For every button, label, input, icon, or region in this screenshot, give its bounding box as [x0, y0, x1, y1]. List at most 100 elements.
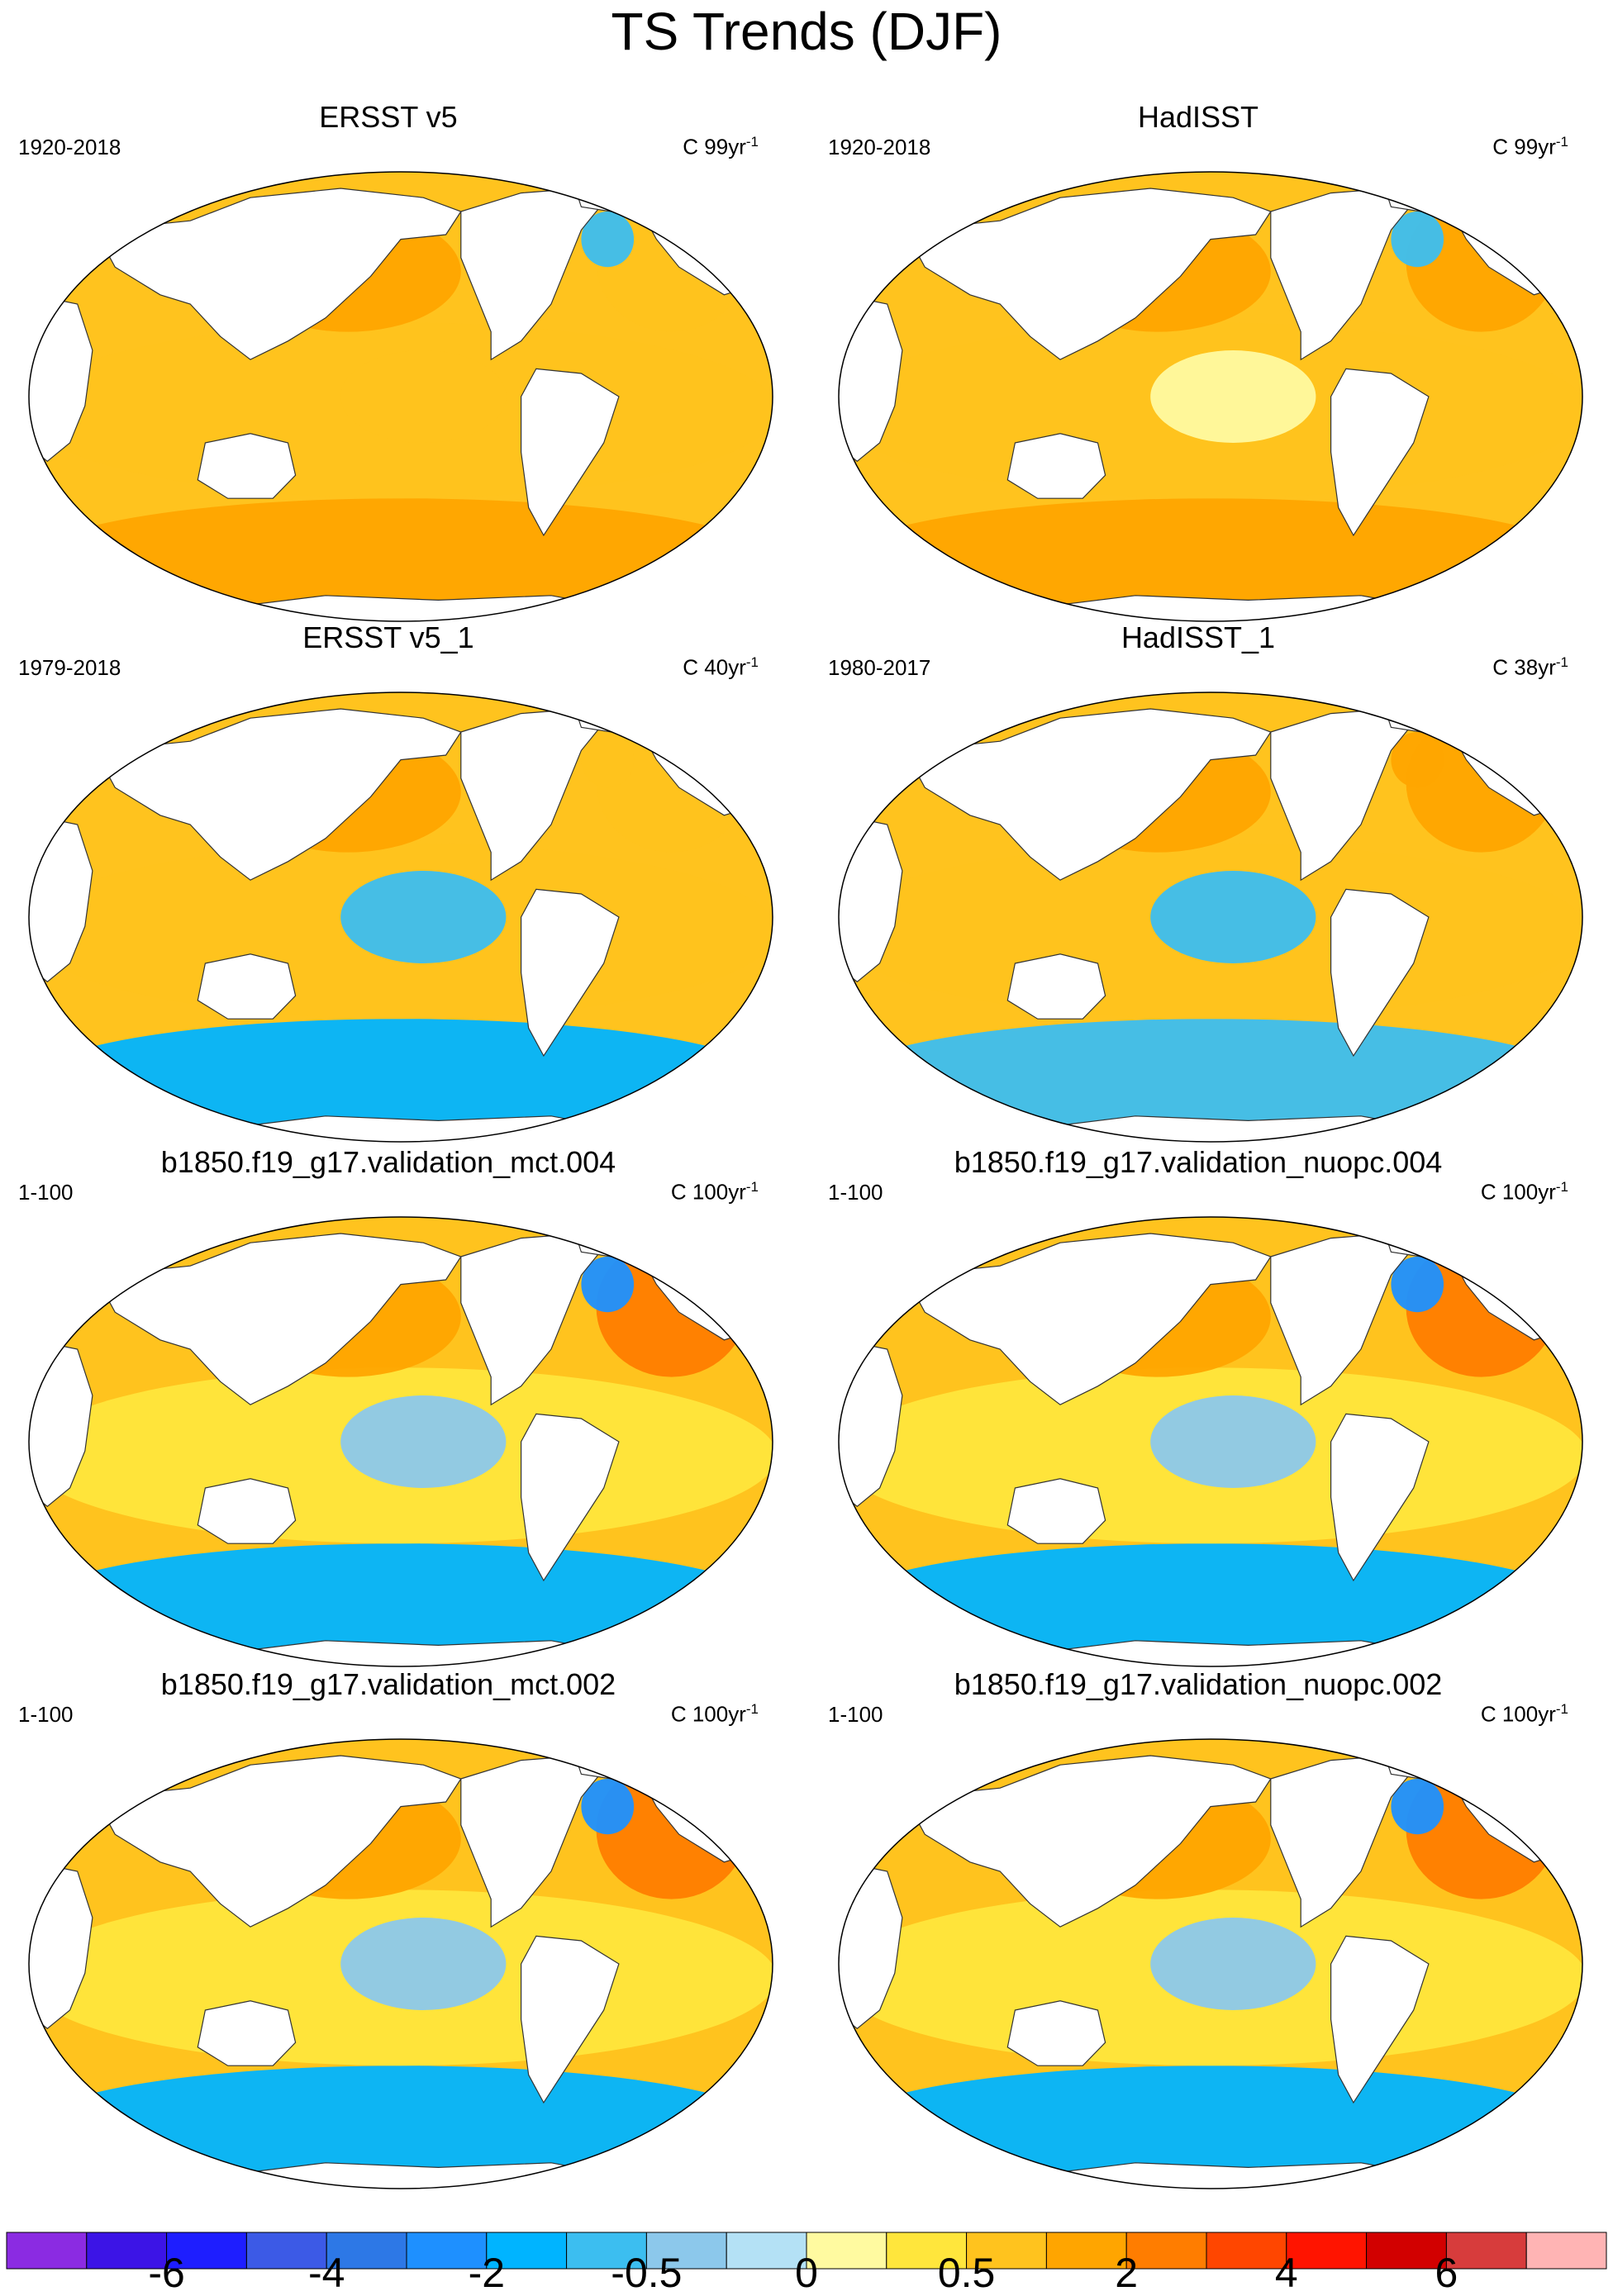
- panel-units: C 100yr-1: [671, 1696, 759, 1728]
- landmass-australia: [1006, 953, 1106, 1020]
- map-border: [28, 1738, 773, 2189]
- panel-title: b1850.f19_g17.validation_mct.004: [160, 1145, 616, 1179]
- panel-period: 1-100: [828, 1180, 883, 1205]
- panel-period: 1-100: [828, 1702, 883, 1727]
- panel-units-base: C 99yr: [683, 134, 746, 159]
- panel-units-base: C 100yr: [670, 1701, 746, 1727]
- landmass-greenland: [1382, 178, 1453, 212]
- panel-units: C 100yr-1: [1481, 1696, 1568, 1728]
- landmass-samerica: [520, 1413, 620, 1582]
- panel-units: C 40yr-1: [683, 649, 759, 681]
- panel-title: ERSST v5: [319, 100, 458, 134]
- panel-units-base: C 100yr: [670, 1179, 746, 1205]
- colorbar-box: [1366, 2232, 1447, 2270]
- trend-region-east-pacific: [340, 1395, 507, 1488]
- panel-units-exponent: -1: [745, 134, 759, 150]
- colorbar-box: [1525, 2232, 1607, 2270]
- colorbar-tick-label: 4: [1274, 2250, 1298, 2296]
- panel-period: 1920-2018: [828, 135, 931, 159]
- map-border: [838, 171, 1583, 622]
- trend-map: [28, 171, 773, 622]
- trend-region-east-pacific: [1150, 1395, 1316, 1488]
- colorbar-box: [645, 2232, 727, 2270]
- panel-period: 1979-2018: [18, 655, 121, 680]
- trend-map: [28, 1738, 773, 2189]
- trend-region-gulf-stream: [1391, 732, 1444, 788]
- landmass-australia: [197, 953, 297, 1020]
- landmass-greenland: [1382, 1746, 1453, 1780]
- landmass-asia: [99, 708, 462, 881]
- panel-period: 1-100: [18, 1180, 74, 1205]
- trend-map: [838, 692, 1583, 1143]
- trend-region-east-pacific: [1150, 1918, 1316, 2010]
- landmass-australia: [1006, 2000, 1106, 2066]
- panel-period: 1920-2018: [18, 135, 121, 159]
- panel-units-base: C 100yr: [1480, 1701, 1556, 1727]
- landmass-samerica: [1330, 888, 1430, 1058]
- main-title: TS Trends (DJF): [611, 2, 1002, 61]
- landmass-asia: [99, 1755, 462, 1928]
- colorbar-box: [245, 2232, 327, 2270]
- colorbar-box: [966, 2232, 1047, 2270]
- trend-region-east-pacific: [340, 871, 507, 963]
- landmass-australia: [197, 433, 297, 499]
- panel-units: C 38yr-1: [1492, 649, 1568, 681]
- trend-region-east-pacific: [340, 1918, 507, 2010]
- panel-period: 1980-2017: [828, 655, 931, 680]
- trend-region-east-pacific: [1150, 350, 1316, 443]
- panel-units-base: C 100yr: [1480, 1179, 1556, 1205]
- trend-region-gulf-stream: [581, 1257, 635, 1313]
- map-panel: ERSST v5_1 1979-2018 C 40yr-1: [0, 620, 777, 1143]
- panel-units-exponent: -1: [745, 1701, 759, 1717]
- colorbar-box: [1045, 2232, 1127, 2270]
- landmass-australia: [1006, 1478, 1106, 1544]
- colorbar-tick-label: -6: [148, 2250, 185, 2296]
- panel-units-exponent: -1: [1555, 654, 1568, 670]
- colorbar-tick-label: 2: [1115, 2250, 1139, 2296]
- landmass-samerica: [520, 1935, 620, 2104]
- panel-units-exponent: -1: [1555, 1701, 1568, 1717]
- map-border: [838, 1738, 1583, 2189]
- landmass-samerica: [1330, 1413, 1430, 1582]
- map-panel: ERSST v5 1920-2018 C 99yr-1: [0, 99, 777, 622]
- panel-units: C 99yr-1: [683, 129, 759, 160]
- colorbar-tick-label: -4: [307, 2250, 345, 2296]
- landmass-samerica: [1330, 1935, 1430, 2104]
- trend-map: [838, 1216, 1583, 1667]
- colorbar-box: [886, 2232, 968, 2270]
- landmass-australia: [197, 1478, 297, 1544]
- panel-title: b1850.f19_g17.validation_nuopc.004: [954, 1145, 1443, 1179]
- map-border: [838, 692, 1583, 1143]
- landmass-greenland: [573, 1224, 643, 1257]
- trend-region-gulf-stream: [1391, 212, 1444, 268]
- panel-units-exponent: -1: [1555, 1179, 1568, 1195]
- colorbar-tick-label: -0.5: [611, 2250, 683, 2296]
- landmass-asia: [909, 1233, 1272, 1405]
- trend-region-gulf-stream: [1391, 1257, 1444, 1313]
- landmass-australia: [197, 2000, 297, 2066]
- landmass-asia: [909, 188, 1272, 360]
- colorbar-box: [326, 2232, 407, 2270]
- panel-title: ERSST v5_1: [302, 620, 474, 654]
- colorbar-tick-label: 6: [1435, 2250, 1458, 2296]
- panel-units-exponent: -1: [745, 1179, 759, 1195]
- panel-units: C 99yr-1: [1492, 129, 1568, 160]
- colorbar-box: [1206, 2232, 1287, 2270]
- map-panel: b1850.f19_g17.validation_nuopc.004 1-100 C…: [810, 1144, 1587, 1667]
- panel-units-exponent: -1: [745, 654, 759, 670]
- panel-units-base: C 38yr: [1492, 654, 1556, 680]
- trend-region-east-pacific: [340, 350, 507, 443]
- landmass-samerica: [520, 888, 620, 1058]
- colorbar-box: [86, 2232, 168, 2270]
- landmass-asia: [909, 1755, 1272, 1928]
- colorbar-box: [1445, 2232, 1527, 2270]
- colorbar-tick-label: 0: [795, 2250, 818, 2296]
- panel-units-exponent: -1: [1555, 134, 1568, 150]
- landmass-greenland: [573, 699, 643, 733]
- landmass-greenland: [573, 1746, 643, 1780]
- colorbar-box: [1286, 2232, 1368, 2270]
- colorbar-box: [1125, 2232, 1207, 2270]
- colorbar-box: [486, 2232, 568, 2270]
- trend-map: [838, 171, 1583, 622]
- landmass-greenland: [1382, 1224, 1453, 1257]
